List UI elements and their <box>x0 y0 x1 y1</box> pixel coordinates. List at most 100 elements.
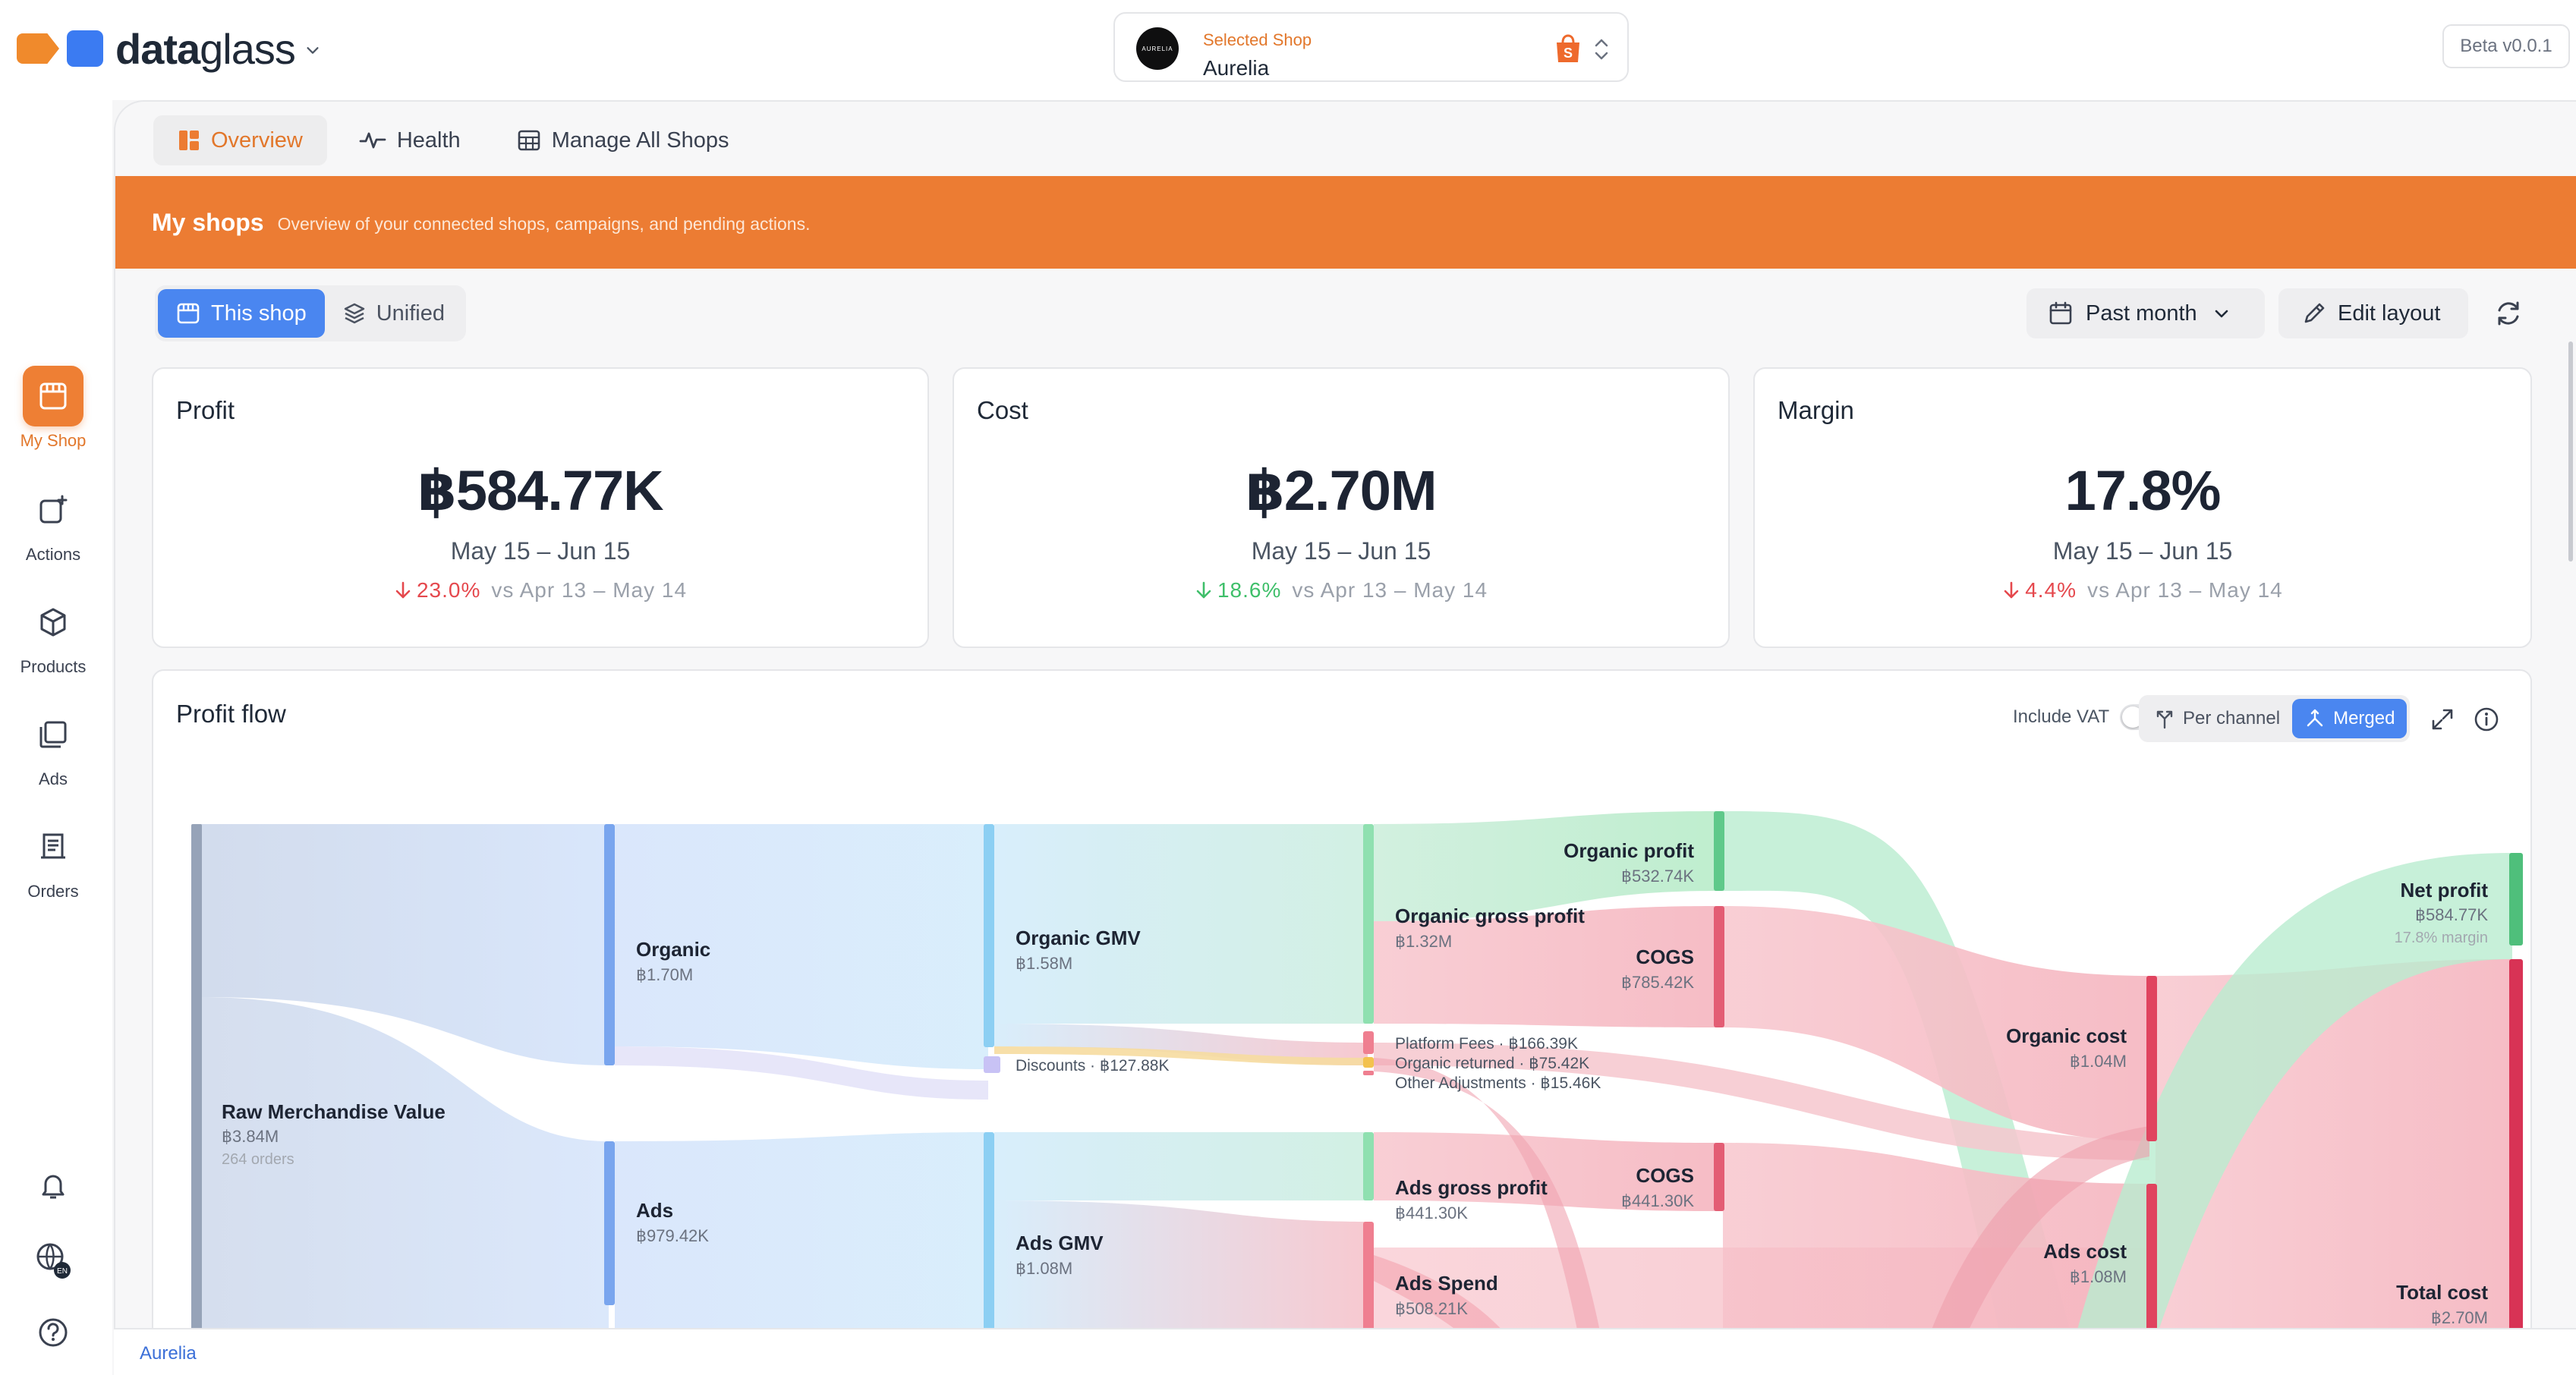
info-icon[interactable] <box>2471 704 2502 735</box>
bell-icon[interactable] <box>30 1163 76 1208</box>
expand-icon[interactable] <box>2427 704 2458 735</box>
merged-button[interactable]: Merged <box>2292 699 2408 738</box>
tab-manage-all-shops[interactable]: Manage All Shops <box>493 115 754 165</box>
node-bar-ads <box>604 1141 615 1305</box>
node-value: ฿1.08M <box>1016 1259 1072 1278</box>
ads-icon <box>23 704 83 765</box>
node-bar-net-profit <box>2509 853 2523 946</box>
globe-icon[interactable]: EN <box>30 1237 76 1282</box>
sidebar-item-products[interactable]: Products <box>0 592 106 677</box>
sidebar: My Shop Actions Products Ads Orders EN <box>0 100 112 1375</box>
node-label: Organic GMV <box>1016 927 1141 949</box>
node-bar-ads-cost <box>2146 1184 2157 1375</box>
per-channel-button[interactable]: Per channel <box>2142 699 2292 738</box>
node-value: ฿1.70M <box>636 965 693 984</box>
shop-selector[interactable]: AURELIA Selected Shop Aurelia S <box>1113 12 1629 82</box>
status-shop-link[interactable]: Aurelia <box>140 1343 197 1364</box>
logo-mark-icon <box>17 27 105 70</box>
node-label: Discounts · ฿127.88K <box>1016 1057 1169 1075</box>
kpi-compare: vs Apr 13 – May 14 <box>2087 578 2283 602</box>
node-label: Organic profit <box>1564 839 1694 862</box>
flow-mode-toggle: Per channel Merged <box>2139 695 2411 742</box>
tab-label: Manage All Shops <box>551 127 729 153</box>
node-label: Ads <box>636 1199 673 1222</box>
node-label: Raw Merchandise Value <box>222 1100 446 1123</box>
flow-link <box>1915 1126 2149 1375</box>
node-label: Net profit <box>2400 879 2488 901</box>
flow-link <box>200 997 609 1375</box>
kpi-title: Margin <box>1778 396 1854 424</box>
storefront-icon <box>23 366 83 426</box>
node-value: ฿532.74K <box>1621 867 1694 886</box>
help-icon[interactable] <box>30 1310 76 1355</box>
version-badge: Beta v0.0.1 <box>2442 24 2570 68</box>
tab-overview[interactable]: Overview <box>153 115 327 165</box>
split-icon <box>2156 710 2173 729</box>
tab-health[interactable]: Health <box>335 115 485 165</box>
brand-name: dataglass <box>115 24 296 73</box>
kpi-compare: vs Apr 13 – May 14 <box>491 578 688 602</box>
kpi-compare: vs Apr 13 – May 14 <box>1292 578 1488 602</box>
node-value: ฿1.58M <box>1016 954 1072 973</box>
node-label: Organic gross profit <box>1395 905 1585 927</box>
sidebar-item-orders[interactable]: Orders <box>0 817 106 901</box>
sidebar-item-ads[interactable]: Ads <box>0 704 106 789</box>
page-banner: My shops Overview of your connected shop… <box>115 176 2576 269</box>
node-bar-organic-gross <box>1363 824 1374 1024</box>
sidebar-item-my-shop[interactable]: My Shop <box>0 366 106 451</box>
chevron-down-icon[interactable] <box>304 42 321 58</box>
scrollbar[interactable] <box>2568 341 2573 562</box>
flow-link <box>1723 906 2149 1141</box>
node-label: Total cost <box>2396 1281 2488 1304</box>
node-value: ฿1.32M <box>1395 932 1452 951</box>
node-label: COGS <box>1636 946 1694 968</box>
shopee-bag-icon: S <box>1557 34 1579 62</box>
top-bar: dataglass AURELIA Selected Shop Aurelia … <box>0 0 2576 100</box>
node-bar-rmv <box>191 824 202 1375</box>
node-value: ฿441.30K <box>1395 1204 1468 1222</box>
node-value: ฿1.04M <box>2070 1052 2127 1071</box>
kpi-title: Profit <box>176 396 235 424</box>
chevron-updown-icon[interactable] <box>1592 36 1611 62</box>
sidebar-item-label: Products <box>20 657 87 676</box>
node-bar-ads-gross <box>1363 1132 1374 1200</box>
node-label: Other Adjustments · ฿15.46K <box>1395 1075 1601 1092</box>
node-bar-other-adj <box>1363 1071 1374 1075</box>
dashboard-icon <box>179 131 199 150</box>
sidebar-item-label: My Shop <box>20 431 87 450</box>
node-value: ฿584.77K <box>2415 905 2488 924</box>
shop-selector-name: Aurelia <box>1203 56 1270 80</box>
storefront-icon <box>177 303 200 324</box>
refresh-icon[interactable] <box>2486 291 2530 335</box>
pulse-icon <box>359 132 386 149</box>
receipt-icon <box>23 817 83 877</box>
arrow-down-icon <box>2004 581 2019 599</box>
node-value: ฿785.42K <box>1621 973 1694 992</box>
flow-link <box>994 1024 1368 1065</box>
node-value: ฿441.30K <box>1621 1191 1694 1210</box>
kpi-value: ฿584.77K <box>417 459 663 522</box>
app-logo[interactable]: dataglass <box>17 25 321 73</box>
flow-link <box>1374 811 1717 921</box>
node-label: Ads gross profit <box>1395 1176 1548 1199</box>
this-shop-label: This shop <box>211 300 307 326</box>
sidebar-item-label: Actions <box>25 545 81 564</box>
node-bar-organic-cost <box>2146 976 2157 1141</box>
tab-bar: Overview Health Manage All Shops <box>153 115 761 167</box>
date-range-select[interactable]: Past month <box>2026 288 2265 338</box>
flow-link <box>615 1132 988 1375</box>
this-shop-button[interactable]: This shop <box>158 289 325 338</box>
node-sub: 264 orders <box>222 1151 294 1168</box>
edit-layout-button[interactable]: Edit layout <box>2278 288 2468 338</box>
node-bar-platform-fees <box>1363 1031 1374 1054</box>
flow-link <box>615 824 988 1069</box>
kpi-range: May 15 – Jun 15 <box>450 537 631 565</box>
tab-label: Health <box>396 127 461 153</box>
sidebar-item-actions[interactable]: Actions <box>0 480 106 565</box>
node-bar-organic-gmv <box>984 824 994 1047</box>
chevron-down-icon <box>2215 310 2228 318</box>
sidebar-item-label: Orders <box>27 882 79 901</box>
node-bar-organic <box>604 824 615 1065</box>
edit-layout-label: Edit layout <box>2338 300 2441 326</box>
unified-button[interactable]: Unified <box>325 289 463 338</box>
